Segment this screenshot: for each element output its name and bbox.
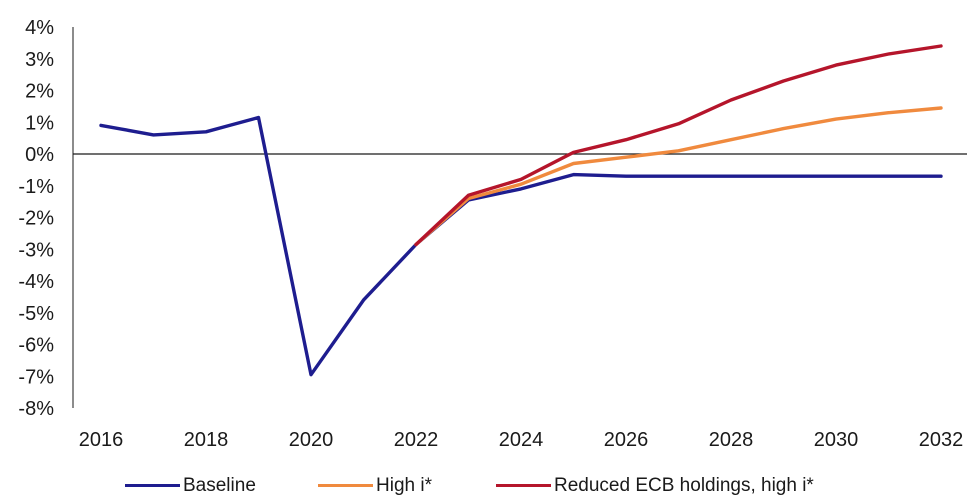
x-tick-label: 2026 (604, 429, 649, 451)
x-axis-ticks: 2016 2018 2020 2022 2024 2026 2028 2030 2032 (79, 429, 964, 451)
line-chart: 4%3%2%1%0%-1%-2%-3%-4%-5%-6%-7%-8% 2016 2… (18, 17, 967, 451)
legend-item-reduced-ecb: Reduced ECB holdings, high i* (496, 474, 814, 497)
legend-label-high-i: High i* (376, 474, 432, 496)
y-tick-label: -3% (18, 239, 54, 261)
y-tick-label: -2% (18, 208, 54, 230)
y-tick-label: -1% (18, 176, 54, 198)
x-tick-label: 2032 (919, 429, 964, 451)
y-tick-label: -7% (18, 366, 54, 388)
legend-swatch-high-i (318, 484, 373, 487)
legend-item-baseline: Baseline (125, 474, 256, 497)
x-tick-label: 2024 (499, 429, 544, 451)
legend-label-reduced-ecb: Reduced ECB holdings, high i* (554, 474, 814, 496)
legend: Baseline High i* Reduced ECB holdings, h… (0, 474, 970, 497)
x-tick-label: 2028 (709, 429, 754, 451)
series-line-reduced-ecb (414, 44, 943, 247)
y-tick-label: 4% (25, 17, 54, 39)
legend-swatch-reduced-ecb (496, 484, 551, 487)
y-tick-label: -6% (18, 335, 54, 357)
series-lines (99, 44, 943, 377)
y-axis-ticks: 4% 3% 2% 1% 0% -1% -2% -3% -4% -5% -6% -7% -8% (18, 17, 54, 420)
legend-item-high-i: High i* (318, 474, 432, 497)
y-tick-label: 1% (25, 112, 54, 134)
x-tick-label: 2016 (79, 429, 124, 451)
series-line-high-i (414, 106, 943, 247)
legend-swatch-baseline (125, 484, 180, 487)
y-tick-label: 3% (25, 49, 54, 71)
y-tick-label: -8% (18, 398, 54, 420)
x-tick-label: 2022 (394, 429, 439, 451)
y-tick-label: 2% (25, 81, 54, 103)
x-tick-label: 2030 (814, 429, 859, 451)
y-tick-label: -5% (18, 303, 54, 325)
series-line-baseline (99, 115, 943, 377)
legend-label-baseline: Baseline (183, 474, 256, 496)
y-tick-label: -4% (18, 271, 54, 293)
x-tick-label: 2018 (184, 429, 229, 451)
x-tick-label: 2020 (289, 429, 334, 451)
y-tick-label: 0% (25, 144, 54, 166)
